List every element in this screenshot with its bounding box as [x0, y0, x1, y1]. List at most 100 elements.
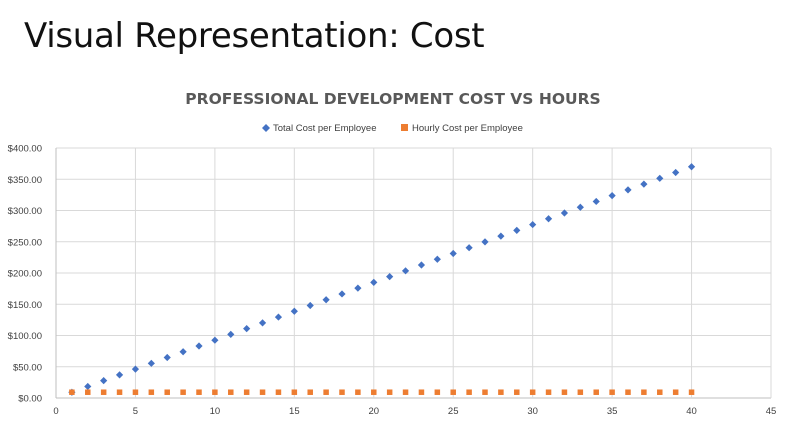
- data-point-total: [687, 163, 696, 171]
- legend-label-total: Total Cost per Employee: [273, 123, 377, 134]
- legend-label-hourly: Hourly Cost per Employee: [412, 123, 523, 134]
- data-point-total: [84, 382, 92, 391]
- data-point-hourly: [386, 389, 393, 395]
- data-point-hourly: [688, 389, 695, 395]
- x-tick-label: 15: [289, 406, 300, 417]
- data-point-hourly: [116, 389, 123, 395]
- x-tick-label: 35: [607, 406, 618, 417]
- data-point-total: [656, 174, 664, 182]
- data-point-hourly: [418, 389, 425, 395]
- data-point-hourly: [466, 389, 472, 395]
- data-point-total: [433, 255, 441, 263]
- data-point-total: [401, 267, 410, 275]
- data-point-hourly: [625, 389, 631, 395]
- data-point-hourly: [180, 389, 186, 395]
- data-point-total: [258, 319, 267, 327]
- data-point-total: [560, 209, 569, 217]
- legend-item-hourly: Hourly Cost per Employee: [401, 123, 523, 134]
- data-point-total: [338, 290, 346, 298]
- data-point-total: [243, 325, 251, 333]
- series-hourly-cost: [69, 389, 695, 395]
- y-tick-label: $400.00: [8, 144, 42, 155]
- data-point-hourly: [672, 389, 679, 395]
- legend-marker-total: [262, 124, 270, 132]
- data-point-hourly: [339, 389, 345, 395]
- legend-item-total: Total Cost per Employee: [262, 123, 377, 134]
- data-point-hourly: [164, 389, 170, 395]
- data-point-total: [513, 226, 521, 234]
- y-tick-label: $0.00: [18, 394, 42, 405]
- data-point-hourly: [275, 389, 282, 395]
- x-tick-label: 30: [527, 406, 538, 417]
- data-point-hourly: [577, 389, 584, 395]
- x-tick-label: 25: [448, 406, 459, 417]
- y-tick-label: $300.00: [8, 206, 42, 217]
- data-point-total: [195, 342, 203, 350]
- y-tick-label: $200.00: [8, 269, 42, 280]
- data-point-hourly: [482, 389, 488, 395]
- data-point-hourly: [212, 389, 218, 395]
- data-point-hourly: [259, 389, 266, 395]
- data-point-total: [370, 278, 378, 286]
- data-point-total: [211, 336, 219, 344]
- y-tick-label: $50.00: [13, 362, 42, 373]
- data-point-total: [640, 180, 648, 188]
- data-point-total: [322, 296, 330, 304]
- y-tick-label: $250.00: [8, 237, 42, 248]
- data-point-total: [290, 307, 298, 315]
- data-point-hourly: [196, 389, 202, 395]
- data-point-total: [147, 359, 155, 367]
- data-point-total: [592, 197, 600, 206]
- data-point-hourly: [69, 389, 75, 395]
- data-point-total: [465, 244, 473, 252]
- slide-title: Visual Representation: Cost: [24, 16, 485, 56]
- data-point-hourly: [243, 389, 250, 395]
- data-point-hourly: [529, 389, 536, 395]
- data-point-total: [672, 168, 680, 177]
- data-point-hourly: [593, 389, 599, 395]
- data-point-total: [354, 284, 362, 292]
- data-point-hourly: [307, 389, 313, 395]
- y-tick-label: $350.00: [8, 175, 42, 186]
- y-tick-label: $100.00: [8, 331, 42, 342]
- x-axis-ticks: 0 5 10 15 20 25 30 35 40 45: [53, 406, 776, 417]
- data-point-hourly: [100, 389, 107, 395]
- gridlines: [55, 147, 772, 399]
- x-tick-label: 20: [368, 406, 379, 417]
- chart-title: PROFESSIONAL DEVELOPMENT COST VS HOURS: [185, 90, 600, 108]
- data-point-hourly: [132, 389, 139, 395]
- data-point-total: [227, 330, 235, 339]
- data-point-hourly: [371, 389, 377, 395]
- data-point-total: [274, 313, 283, 321]
- data-point-total: [576, 203, 584, 211]
- y-axis-ticks: $0.00 $50.00 $100.00 $150.00 $200.00 $250.00 $…: [8, 144, 42, 405]
- data-point-hourly: [291, 389, 298, 395]
- data-point-total: [306, 301, 314, 310]
- data-point-hourly: [514, 389, 520, 395]
- x-tick-label: 0: [53, 406, 58, 417]
- series-total-cost: [68, 163, 696, 396]
- x-tick-label: 40: [686, 406, 697, 417]
- legend-marker-hourly: [401, 124, 408, 131]
- data-point-total: [417, 261, 426, 269]
- x-tick-label: 45: [766, 406, 777, 417]
- data-point-total: [179, 348, 187, 356]
- data-point-total: [386, 272, 394, 281]
- data-point-hourly: [609, 389, 615, 395]
- data-point-hourly: [402, 389, 409, 395]
- data-point-total: [100, 377, 108, 385]
- data-point-hourly: [657, 389, 663, 395]
- data-point-total: [544, 215, 553, 223]
- data-point-total: [497, 232, 505, 240]
- data-point-total: [131, 365, 140, 373]
- data-point-hourly: [561, 389, 568, 395]
- data-point-total: [163, 353, 171, 362]
- data-point-hourly: [434, 389, 441, 395]
- data-point-total: [529, 220, 537, 229]
- data-point-hourly: [545, 389, 552, 395]
- data-point-hourly: [641, 389, 647, 395]
- data-point-total: [608, 192, 616, 200]
- data-point-hourly: [450, 389, 456, 395]
- data-point-hourly: [323, 389, 329, 395]
